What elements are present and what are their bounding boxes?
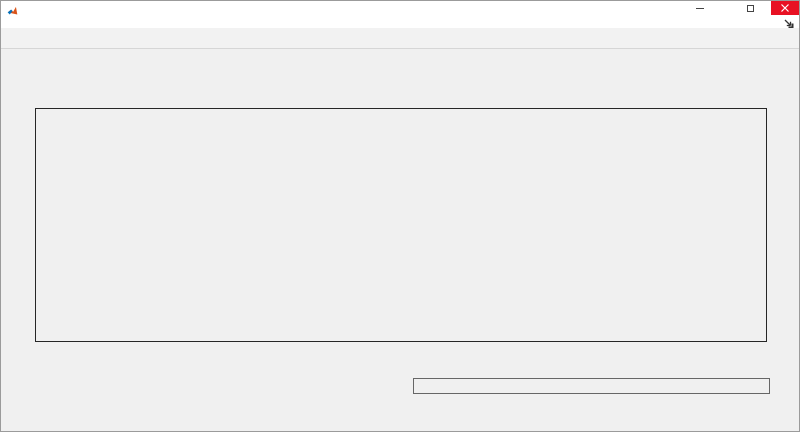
matlab-figure-icon: [7, 3, 18, 15]
maximize-icon: [746, 4, 754, 12]
menu-bar: [1, 15, 799, 28]
colorbar-gradient: [414, 379, 769, 393]
toolbar: [1, 28, 799, 49]
dock-figure-button[interactable]: [784, 16, 794, 29]
dock-arrow-icon: [784, 19, 794, 29]
minimize-button[interactable]: [687, 1, 713, 15]
colorbar: [413, 378, 770, 394]
minimize-icon: [696, 7, 704, 9]
close-button[interactable]: [771, 1, 799, 15]
plot-area[interactable]: [35, 108, 767, 342]
heatmap-layer: [36, 109, 766, 341]
close-icon: [781, 4, 789, 12]
quiver-layer: [36, 109, 766, 341]
maximize-button[interactable]: [737, 1, 763, 15]
window-titlebar: [1, 1, 799, 15]
